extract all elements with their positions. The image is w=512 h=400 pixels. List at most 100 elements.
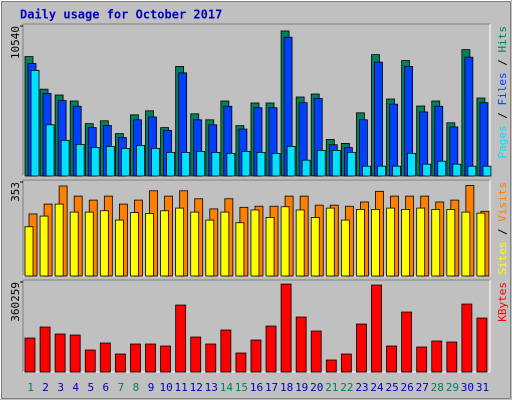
bar <box>151 147 160 177</box>
bar <box>280 283 292 373</box>
bar <box>39 215 49 277</box>
x-tick-label: 27 <box>416 381 429 394</box>
bar <box>190 336 202 373</box>
x-tick-label: 3 <box>57 381 64 394</box>
legend-entry: Hits <box>496 26 509 53</box>
bar <box>452 163 462 177</box>
x-tick-label: 13 <box>205 381 218 394</box>
bar <box>99 210 109 277</box>
bar <box>371 284 382 373</box>
bar <box>69 334 81 373</box>
bar <box>256 151 266 177</box>
x-tick-label: 6 <box>103 381 110 394</box>
chart-title: Daily usage for October 2017 <box>20 8 222 22</box>
bar <box>325 359 337 373</box>
bar <box>362 165 371 177</box>
y-tick-label: 10540 <box>9 26 22 59</box>
bar <box>286 145 296 177</box>
x-tick-label: 29 <box>446 381 459 394</box>
x-tick-label: 12 <box>190 381 203 394</box>
bar <box>114 353 126 373</box>
bar <box>325 207 335 277</box>
bar <box>265 325 277 373</box>
bar <box>160 210 169 277</box>
y-tick-label: 360259 <box>9 282 22 322</box>
bar <box>295 209 305 277</box>
bar <box>461 303 473 373</box>
bar <box>205 219 215 277</box>
x-tick-label: 10 <box>159 381 172 394</box>
bar <box>220 211 230 277</box>
bar <box>84 211 94 277</box>
bar <box>99 342 111 373</box>
bar <box>24 226 34 277</box>
bar <box>392 165 401 177</box>
bar <box>60 140 70 177</box>
x-tick-label: 26 <box>401 381 414 394</box>
bar <box>250 339 262 373</box>
y-tick-label: 353 <box>9 182 22 202</box>
x-tick-label: 8 <box>133 381 140 394</box>
x-tick-label: 1 <box>27 381 34 394</box>
bar <box>130 343 141 373</box>
bar <box>371 209 380 277</box>
bar <box>446 209 456 277</box>
bar <box>401 209 411 277</box>
bar <box>374 61 383 177</box>
legend-entry: KBytes <box>496 282 509 322</box>
bar <box>346 151 356 177</box>
bar <box>241 150 251 177</box>
bar <box>377 165 386 177</box>
bar <box>226 152 236 177</box>
bar <box>476 212 486 277</box>
legend: Pages / Files / Hits <box>496 26 509 159</box>
x-tick-label: 11 <box>175 381 188 394</box>
x-tick-label: 14 <box>220 381 234 394</box>
bar <box>69 211 79 277</box>
bar <box>407 152 417 177</box>
bar <box>84 349 96 373</box>
bar <box>160 345 171 373</box>
bar <box>114 219 124 277</box>
x-tick-label: 16 <box>250 381 263 394</box>
bar <box>196 150 206 177</box>
bar <box>250 209 260 277</box>
bar <box>422 163 432 177</box>
bar <box>205 343 217 373</box>
bar <box>75 144 85 177</box>
bar <box>446 341 458 373</box>
bar <box>54 333 66 373</box>
bar <box>30 70 40 177</box>
bar <box>211 151 221 177</box>
x-tick-label: 28 <box>431 381 444 394</box>
bar <box>340 353 352 373</box>
x-tick-label: 22 <box>340 381 353 394</box>
bar <box>476 317 488 373</box>
bar <box>235 222 245 277</box>
bar <box>190 211 200 277</box>
x-tick-label: 2 <box>42 381 49 394</box>
bar <box>175 304 187 373</box>
bar <box>175 207 185 277</box>
bar <box>310 217 320 277</box>
x-tick-label: 9 <box>148 381 155 394</box>
bar <box>386 207 395 277</box>
bar <box>105 145 115 177</box>
bar <box>316 149 326 177</box>
legend-separator: / <box>496 222 509 242</box>
bar <box>467 165 477 177</box>
bar <box>340 219 350 277</box>
bar <box>54 203 64 277</box>
bar <box>271 152 281 177</box>
x-tick-label: 18 <box>280 381 293 394</box>
bar <box>45 124 55 177</box>
x-tick-label: 24 <box>370 381 384 394</box>
bar <box>145 343 156 373</box>
x-tick-label: 30 <box>461 381 474 394</box>
bar <box>464 56 474 177</box>
bar <box>331 149 341 177</box>
bar <box>90 146 100 177</box>
bar <box>24 337 36 373</box>
bar <box>265 217 275 277</box>
